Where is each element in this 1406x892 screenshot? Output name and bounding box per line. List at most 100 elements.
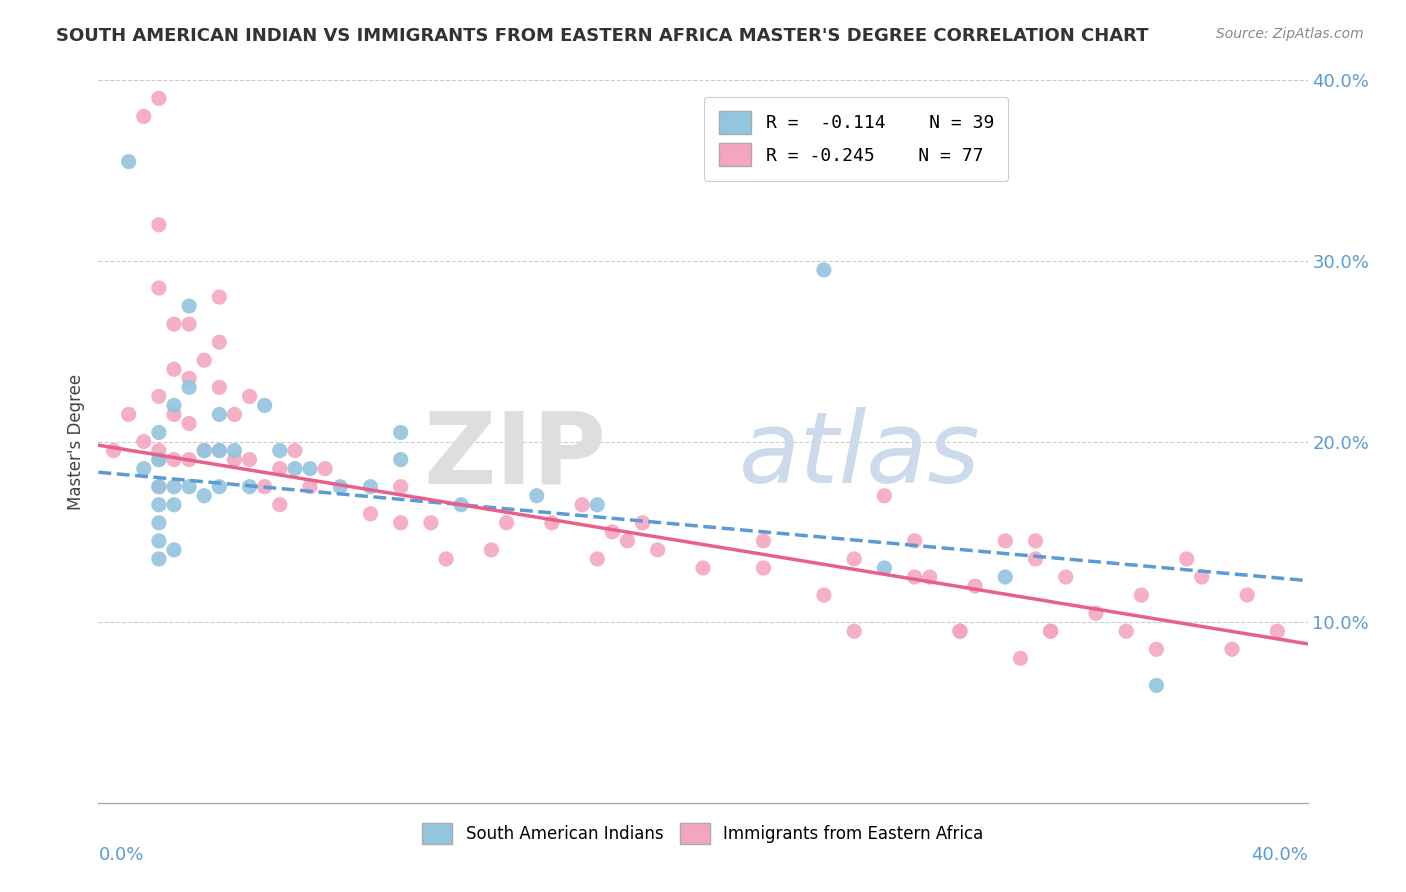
Point: [692, 561, 714, 575]
Point: [163, 498, 186, 512]
Point: [163, 408, 186, 422]
Point: [586, 498, 609, 512]
Point: [873, 489, 896, 503]
Point: [208, 290, 231, 304]
Point: [269, 498, 291, 512]
Point: [253, 398, 276, 412]
Point: [148, 516, 170, 530]
Point: [1144, 642, 1167, 657]
Point: [148, 480, 170, 494]
Point: [269, 443, 291, 458]
Point: [179, 299, 201, 313]
Point: [1024, 533, 1046, 548]
Point: [616, 533, 638, 548]
Point: [179, 380, 201, 394]
Point: [918, 570, 941, 584]
Point: [148, 218, 170, 232]
Point: [208, 335, 231, 350]
Point: [571, 498, 593, 512]
Point: [965, 579, 987, 593]
Point: [148, 91, 170, 105]
Point: [224, 408, 246, 422]
Point: [224, 443, 246, 458]
Point: [526, 489, 548, 503]
Point: [163, 452, 186, 467]
Point: [602, 524, 624, 539]
Point: [360, 480, 382, 494]
Text: Source: ZipAtlas.com: Source: ZipAtlas.com: [1216, 27, 1364, 41]
Point: [752, 561, 775, 575]
Point: [239, 389, 262, 403]
Point: [193, 443, 215, 458]
Point: [118, 408, 141, 422]
Text: atlas: atlas: [740, 408, 981, 505]
Point: [389, 452, 412, 467]
Text: ZIP: ZIP: [423, 408, 606, 505]
Point: [284, 443, 307, 458]
Point: [586, 552, 609, 566]
Point: [1024, 552, 1046, 566]
Point: [329, 480, 352, 494]
Point: [179, 480, 201, 494]
Point: [132, 461, 155, 475]
Point: [904, 533, 927, 548]
Point: [631, 516, 654, 530]
Point: [179, 452, 201, 467]
Point: [132, 109, 155, 123]
Point: [844, 552, 866, 566]
Point: [1267, 624, 1289, 639]
Point: [148, 389, 170, 403]
Point: [1175, 552, 1198, 566]
Point: [994, 570, 1017, 584]
Point: [118, 154, 141, 169]
Point: [148, 443, 170, 458]
Point: [148, 533, 170, 548]
Point: [148, 452, 170, 467]
Point: [103, 443, 125, 458]
Point: [253, 480, 276, 494]
Point: [450, 498, 472, 512]
Point: [420, 516, 443, 530]
Point: [163, 542, 186, 557]
Point: [1039, 624, 1062, 639]
Point: [179, 417, 201, 431]
Point: [299, 480, 322, 494]
Point: [495, 516, 517, 530]
Point: [193, 489, 215, 503]
Point: [208, 443, 231, 458]
Y-axis label: Master's Degree: Master's Degree: [66, 374, 84, 509]
Point: [208, 480, 231, 494]
Point: [1010, 651, 1032, 665]
Point: [193, 353, 215, 368]
Point: [148, 452, 170, 467]
Text: 0.0%: 0.0%: [98, 847, 143, 864]
Point: [239, 452, 262, 467]
Point: [208, 443, 231, 458]
Point: [224, 452, 246, 467]
Point: [1130, 588, 1153, 602]
Text: 40.0%: 40.0%: [1251, 847, 1308, 864]
Point: [481, 542, 503, 557]
Point: [163, 398, 186, 412]
Point: [1115, 624, 1137, 639]
Point: [1236, 588, 1258, 602]
Point: [389, 425, 412, 440]
Point: [148, 552, 170, 566]
Point: [434, 552, 457, 566]
Point: [949, 624, 972, 639]
Point: [647, 542, 669, 557]
Point: [163, 317, 186, 331]
Point: [148, 281, 170, 295]
Point: [148, 498, 170, 512]
Point: [284, 461, 307, 475]
Point: [389, 480, 412, 494]
Point: [299, 461, 322, 475]
Point: [1191, 570, 1213, 584]
Legend: South American Indians, Immigrants from Eastern Africa: South American Indians, Immigrants from …: [413, 814, 993, 852]
Point: [163, 362, 186, 376]
Text: SOUTH AMERICAN INDIAN VS IMMIGRANTS FROM EASTERN AFRICA MASTER'S DEGREE CORRELAT: SOUTH AMERICAN INDIAN VS IMMIGRANTS FROM…: [56, 27, 1149, 45]
Point: [360, 507, 382, 521]
Point: [873, 561, 896, 575]
Point: [904, 570, 927, 584]
Point: [1039, 624, 1062, 639]
